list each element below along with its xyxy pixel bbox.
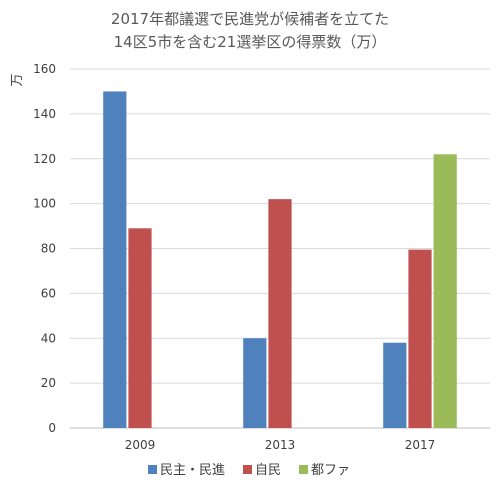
y-axis-unit-label: 万 xyxy=(10,73,25,86)
legend: 民主・民進 自民 都ファ xyxy=(148,463,350,478)
x-category-label: 2013 xyxy=(265,438,296,452)
bar-2017-民主・民進 xyxy=(383,342,407,428)
chart-title-line-2: 14区5市を含む21選挙区の得票数（万） xyxy=(114,33,387,51)
y-tick-label: 120 xyxy=(33,152,56,166)
bar-2013-民主・民進 xyxy=(243,338,267,428)
y-tick-labels: 0 20 40 60 80 100 120 140 160 xyxy=(33,62,56,435)
x-category-label: 2009 xyxy=(125,438,156,452)
bar-2017-都ファ xyxy=(433,154,457,428)
y-tick-label: 100 xyxy=(33,197,56,211)
bar-2009-自民 xyxy=(128,228,152,428)
y-tick-label: 140 xyxy=(33,107,56,121)
legend-label: 自民 xyxy=(255,463,281,478)
y-tick-label: 20 xyxy=(41,376,56,390)
legend-swatch-自民 xyxy=(243,465,252,474)
y-tick-label: 160 xyxy=(33,62,56,76)
bars xyxy=(103,91,457,428)
legend-label: 都ファ xyxy=(311,463,350,478)
legend-swatch-民主・民進 xyxy=(148,465,157,474)
y-tick-label: 80 xyxy=(41,242,56,256)
x-category-label: 2017 xyxy=(405,438,436,452)
legend-label: 民主・民進 xyxy=(160,463,225,478)
x-category-labels: 2009 2013 2017 xyxy=(125,438,436,452)
legend-swatch-都ファ xyxy=(299,465,308,474)
y-tick-label: 60 xyxy=(41,286,56,300)
bar-2017-自民 xyxy=(408,249,432,428)
y-tick-label: 0 xyxy=(48,421,56,435)
bar-2013-自民 xyxy=(268,199,292,428)
chart-title-line-1: 2017年都議選で民進党が候補者を立てた xyxy=(111,10,389,28)
y-tick-label: 40 xyxy=(41,331,56,345)
bar-2009-民主・民進 xyxy=(103,91,127,428)
